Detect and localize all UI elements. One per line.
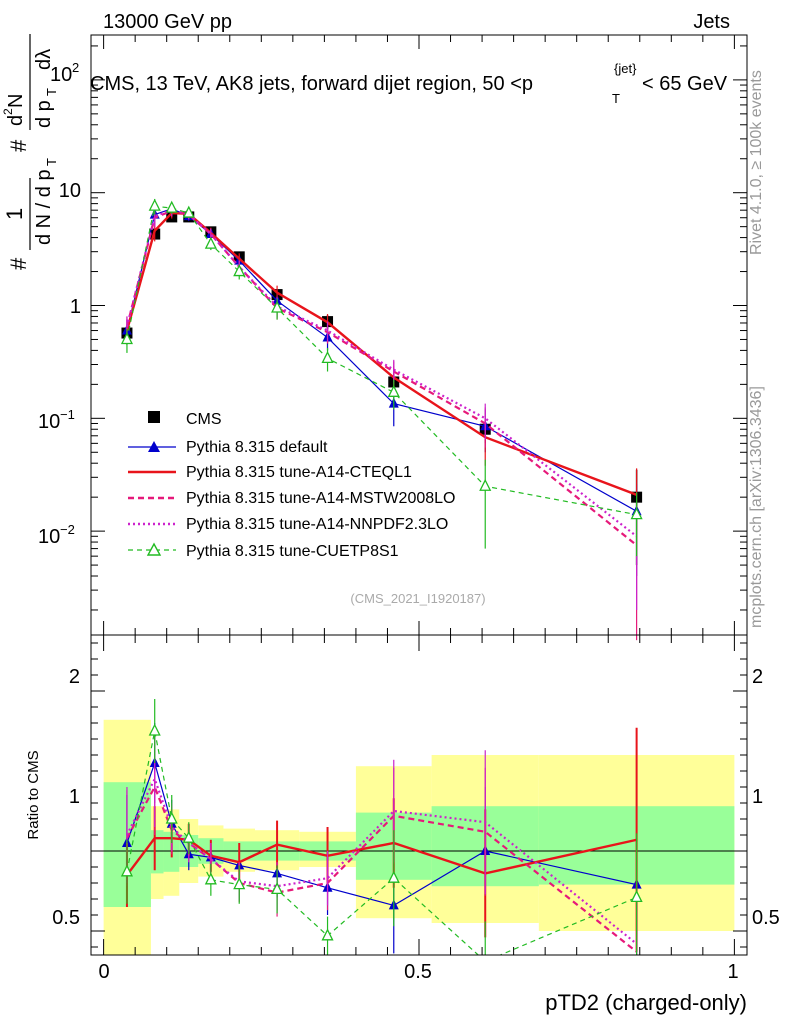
ratio-point-cuetp8s1 (204, 872, 217, 885)
series-data (121, 211, 643, 566)
xtick-label-0: 0 (98, 961, 109, 983)
xtick-label-1: 1 (727, 961, 738, 983)
legend-label-mstw: Pythia 8.315 tune-A14-MSTW2008LO (186, 490, 455, 507)
point-cuetp8s1 (204, 236, 217, 249)
title-part-sup: {jet} (614, 61, 637, 76)
chart-title: CMS, 13 TeV, AK8 jets, forward dijet reg… (90, 61, 728, 106)
point-cuetp8s1 (321, 350, 334, 364)
ratio-series-layer (120, 699, 643, 955)
legend: CMS Pythia 8.315 default Pythia 8.315 tu… (128, 411, 455, 560)
legend-label-cms: CMS (186, 411, 222, 428)
energy-label: 13000 GeV pp (103, 11, 232, 33)
legend-label-cuetp8s1: Pythia 8.315 tune-CUETP8S1 (186, 543, 399, 560)
ylabel-one: 1 (2, 208, 27, 220)
ytick-label-100: 10 (50, 64, 72, 86)
ratio-point-cuetp8s1 (271, 881, 284, 895)
ytick-label-100-exp: 2 (72, 60, 79, 75)
analysis-label: (CMS_2021_I1920187) (350, 591, 485, 606)
ratio-bands (103, 719, 735, 955)
title-part-end: < 65 GeV (642, 73, 728, 95)
ytick-label-1: 1 (70, 296, 81, 318)
ylabel-exp: 2 (1, 108, 15, 115)
main-series-layer (120, 198, 643, 641)
point-cuetp8s1 (479, 478, 492, 491)
ratio-ytick-labels: 2 1 0.5 2 1 0.5 (52, 666, 780, 929)
point-cuetp8s1 (271, 300, 284, 313)
ratio-ylabel: Ratio to CMS (25, 750, 42, 839)
ratio-xtick-labels: 0 0.5 1 (98, 961, 738, 983)
ylabel-t2: T (44, 88, 59, 96)
ratio-point-cuetp8s1 (182, 830, 195, 843)
ytick-label-0p1-exp: −1 (60, 407, 75, 422)
title-part-sub: T (612, 91, 620, 106)
point-cuetp8s1 (233, 264, 246, 277)
rivet-label: Rivet 4.1.0, ≥ 100k events (748, 70, 765, 255)
ylabel-t1: T (44, 158, 59, 166)
ytick-label-0p01: 10 (38, 526, 60, 548)
ylabel-dlambda: dλ (33, 49, 55, 70)
main-ylabel: # 1 d N / d p T # d 2 N d p T dλ (1, 34, 59, 270)
ytick-label-0p01-exp: −2 (60, 522, 75, 537)
ratio-point-cuetp8s1 (630, 889, 643, 903)
ytick-label-10: 10 (59, 180, 81, 202)
ylabel-d: d (5, 115, 27, 126)
ytick-label-0p1: 10 (38, 411, 60, 433)
ratio-ytick-label-2-right: 2 (752, 666, 763, 688)
main-panel: (CMS_2021_I1920187) CMS, 13 TeV, AK8 jet… (1, 34, 748, 641)
ratio-panel: Ratio to CMS pTD2 (charged-only) 2 1 0.5… (25, 634, 780, 1015)
point-cuetp8s1 (120, 332, 134, 345)
ylabel-hash1: # (6, 257, 31, 270)
series-cuetp8s1 (120, 198, 643, 557)
title-part-main: CMS, 13 TeV, AK8 jets, forward dijet reg… (90, 73, 533, 95)
point-cuetp8s1 (387, 384, 400, 397)
ratio-point-cuetp8s1 (120, 864, 134, 877)
point-cuetp8s1 (630, 507, 643, 520)
ratio-point-cuetp8s1 (165, 811, 178, 824)
ratio-frame (90, 634, 748, 956)
legend-label-nnpdf: Pythia 8.315 tune-A14-NNPDF2.3LO (186, 516, 448, 533)
legend-marker-default (148, 441, 160, 452)
ratio-point-cuetp8s1 (148, 723, 161, 736)
main-ytick-labels: 10 2 10 1 10 −1 10 −2 (38, 60, 81, 548)
mcplots-label: mcplots.cern.ch [arXiv:1306.3436] (748, 386, 765, 628)
ylabel-hash2: # (6, 139, 31, 152)
legend-label-default: Pythia 8.315 default (186, 439, 328, 456)
ratio-point-cuetp8s1 (233, 877, 246, 890)
ratio-clipped-series (120, 699, 643, 955)
legend-marker-cuetp8s1 (146, 542, 162, 556)
ratio-xlabel: pTD2 (charged-only) (545, 990, 747, 1015)
category-label: Jets (693, 11, 730, 33)
main-axes (91, 35, 747, 635)
ylabel-n: N (5, 94, 27, 108)
ratio-ytick-label-05-left: 0.5 (52, 907, 80, 929)
ratio-point-cuetp8s1 (387, 870, 400, 883)
point-cuetp8s1 (182, 205, 195, 218)
ratio-point-cuetp8s1 (321, 928, 334, 941)
line-cteql1 (125, 211, 638, 496)
xtick-label-0p5: 0.5 (404, 961, 432, 983)
ratio-ytick-label-2-left: 2 (69, 666, 80, 688)
ratio-series-cuetp8s1 (120, 699, 643, 955)
ratio-ytick-label-05-right: 0.5 (752, 907, 780, 929)
legend-marker-cms (148, 411, 160, 423)
line-cuetp8s1 (126, 205, 637, 516)
ratio-ytick-label-1-right: 1 (752, 786, 763, 808)
band-inner (150, 830, 164, 874)
point-cuetp8s1 (165, 200, 178, 213)
ratio-ytick-label-1-left: 1 (69, 786, 80, 808)
legend-label-cteql1: Pythia 8.315 tune-A14-CTEQL1 (186, 464, 412, 481)
point-cuetp8s1 (148, 198, 161, 211)
line-nnpdf (125, 209, 638, 538)
ylabel-dn: d N / d p (33, 169, 55, 245)
ylabel-dp: d p (33, 100, 55, 128)
